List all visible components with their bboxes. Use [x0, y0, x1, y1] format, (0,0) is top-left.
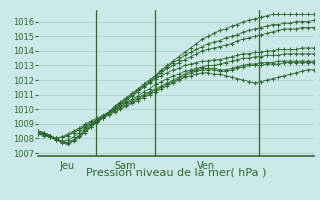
X-axis label: Pression niveau de la mer( hPa ): Pression niveau de la mer( hPa ) — [86, 167, 266, 177]
Text: Sam: Sam — [114, 161, 136, 171]
Text: Ven: Ven — [197, 161, 215, 171]
Text: Jeu: Jeu — [60, 161, 75, 171]
